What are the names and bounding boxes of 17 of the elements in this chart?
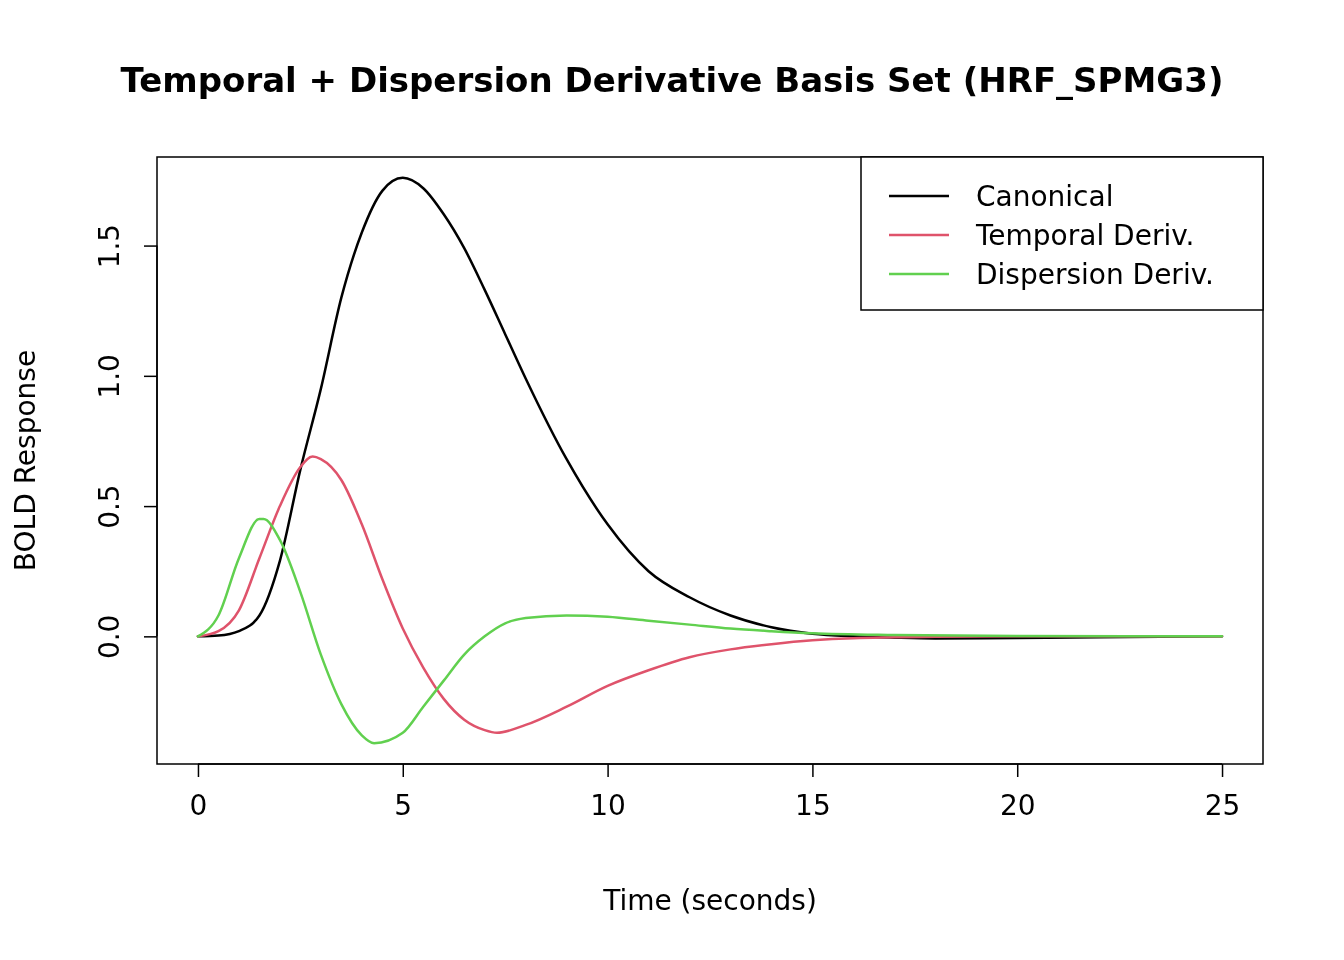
x-tick-label: 10 <box>590 788 626 822</box>
x-tick-label: 0 <box>189 788 208 822</box>
y-axis-title: BOLD Response <box>9 349 42 572</box>
x-tick-label: 20 <box>999 788 1036 822</box>
legend-label: Dispersion Deriv. <box>976 258 1214 291</box>
y-tick-label: 0.0 <box>93 614 126 660</box>
x-tick-label: 5 <box>394 788 413 822</box>
chart-title: Temporal + Dispersion Derivative Basis Set (HRF_SPMG3) <box>120 60 1224 100</box>
x-tick-label: 25 <box>1204 788 1241 822</box>
y-tick-label: 1.5 <box>93 223 126 269</box>
legend-label: Temporal Deriv. <box>975 219 1195 252</box>
x-axis-title: Time (seconds) <box>602 884 817 917</box>
y-tick-label: 1.0 <box>93 354 126 399</box>
y-tick-label: 0.5 <box>93 484 126 529</box>
legend-label: Canonical <box>976 180 1114 213</box>
x-tick-label: 15 <box>795 788 831 822</box>
line-series <box>196 517 1224 745</box>
